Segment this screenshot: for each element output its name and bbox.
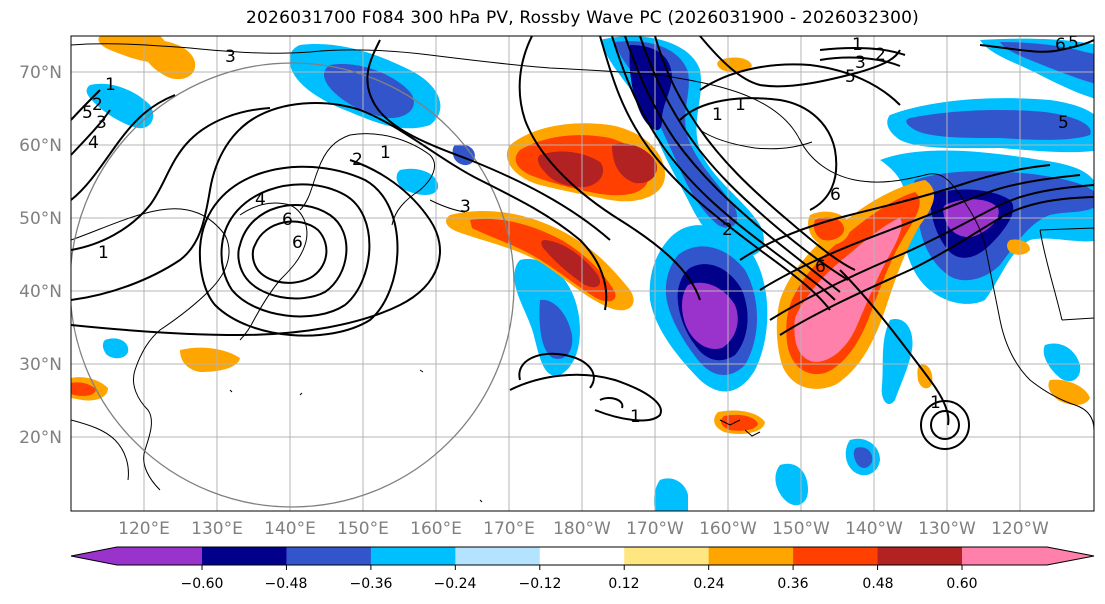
lon-label: 170°E xyxy=(483,519,535,539)
colorbar-tick-label: −0.12 xyxy=(519,576,562,592)
contour-label: 6 xyxy=(282,210,293,230)
lon-label: 160°W xyxy=(699,519,757,539)
contour-label: 1 xyxy=(105,75,116,95)
lon-label: 140°W xyxy=(845,519,903,539)
colorbar-ticks xyxy=(201,565,963,570)
colorbar-bin xyxy=(202,547,287,565)
lat-label: 50°N xyxy=(19,209,62,229)
contour-label: 2 xyxy=(875,45,886,65)
lon-label: 140°E xyxy=(264,519,316,539)
contour-label: 1 xyxy=(930,393,941,413)
contour-label: 6 xyxy=(1055,35,1066,55)
lon-label: 180°W xyxy=(553,519,611,539)
colorbar-bin xyxy=(117,547,203,565)
contour-label: 5 xyxy=(1068,33,1079,53)
contour-label: 1 xyxy=(380,143,391,163)
colorbar-extend-high xyxy=(1047,547,1094,565)
colorbar-tick-label: −0.24 xyxy=(434,576,477,592)
lon-label: 150°E xyxy=(337,519,389,539)
lat-label: 30°N xyxy=(19,355,62,375)
lon-label: 120°W xyxy=(991,519,1049,539)
lon-label: 150°W xyxy=(772,519,830,539)
colorbar: −0.60 −0.48 −0.36 −0.24 −0.12 0.12 0.24 … xyxy=(70,546,1095,592)
colorbar-bin xyxy=(793,547,879,565)
contour-label: 3 xyxy=(460,197,471,217)
colorbar-bin xyxy=(370,547,456,565)
contour-label: 1 xyxy=(630,407,641,427)
contour-label: 6 xyxy=(830,185,841,205)
lon-label: 130°W xyxy=(918,519,976,539)
contour-label: 6 xyxy=(292,233,303,253)
contour-label: 1 xyxy=(852,35,863,55)
contour-label: 3 xyxy=(855,53,866,73)
lon-label: 170°W xyxy=(626,519,684,539)
radius-circle xyxy=(71,62,515,508)
lat-label: 70°N xyxy=(19,63,62,83)
latitude-labels: 70°N 60°N 50°N 40°N 30°N 20°N xyxy=(19,63,62,448)
colorbar-tick-label: 0.60 xyxy=(946,576,977,592)
map-area: 1 2 3 4 5 6 1 2 3 4 6 3 1 6 1 1 2 3 5 5 … xyxy=(71,33,1094,511)
contour-label: 5 xyxy=(1058,113,1069,133)
colorbar-tick-labels: −0.60 −0.48 −0.36 −0.24 −0.12 0.12 0.24 … xyxy=(181,576,978,592)
contour-label: 3 xyxy=(225,47,236,67)
colorbar-bin xyxy=(962,547,1048,565)
colorbar-bin xyxy=(624,547,710,565)
contour-label: 5 xyxy=(82,103,93,123)
colorbar-tick-label: −0.60 xyxy=(181,576,224,592)
lat-label: 60°N xyxy=(19,136,62,156)
longitude-labels: 120°E 130°E 140°E 150°E 160°E 170°E 180°… xyxy=(118,519,1049,539)
colorbar-bin xyxy=(455,547,541,565)
pv-contours xyxy=(71,36,1094,450)
contour-label: 3 xyxy=(96,113,107,133)
colorbar-bin xyxy=(539,547,625,565)
colorbar-bin xyxy=(877,547,963,565)
colorbar-tick-label: 0.48 xyxy=(862,576,893,592)
colorbar-bin xyxy=(286,547,372,565)
map-border xyxy=(70,35,1095,512)
lon-label: 120°E xyxy=(118,519,170,539)
contour-label: 2 xyxy=(92,95,103,115)
coastlines xyxy=(71,43,1094,503)
colorbar-tick-label: 0.36 xyxy=(777,576,808,592)
contour-label: 1 xyxy=(712,105,723,125)
lon-label: 160°E xyxy=(410,519,462,539)
colorbar-extend-low xyxy=(71,547,117,565)
contour-label: 4 xyxy=(255,190,266,210)
colorbar-tick-label: 0.24 xyxy=(693,576,724,592)
colorbar-tick-label: −0.48 xyxy=(265,576,308,592)
contour-labels: 1 2 3 4 5 6 1 2 3 4 6 3 1 6 1 1 2 3 5 5 … xyxy=(82,33,1079,427)
map-title: 2026031700 F084 300 hPa PV, Rossby Wave … xyxy=(246,8,919,28)
contour-label: 5 xyxy=(845,67,856,87)
colorbar-segments xyxy=(71,547,1094,565)
contour-label: 4 xyxy=(88,133,99,153)
contour-label: 2 xyxy=(722,220,733,240)
contour-label: 1 xyxy=(735,95,746,115)
colorbar-tick-label: 0.12 xyxy=(608,576,639,592)
contour-label: 6 xyxy=(815,257,826,277)
colorbar-outline xyxy=(70,546,1095,566)
colorbar-tick-label: −0.36 xyxy=(350,576,393,592)
lat-label: 20°N xyxy=(19,428,62,448)
contour-label: 1 xyxy=(98,243,109,263)
lon-label: 130°E xyxy=(191,519,243,539)
colorbar-bin xyxy=(708,547,794,565)
contour-label: 2 xyxy=(352,150,363,170)
lat-label: 40°N xyxy=(19,282,62,302)
